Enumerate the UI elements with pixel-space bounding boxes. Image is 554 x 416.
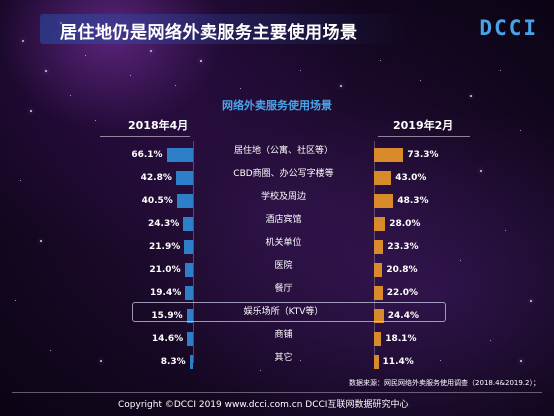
value-label-2019: 18.1%	[385, 334, 417, 344]
category-label: 居住地（公寓、社区等）	[233, 146, 333, 156]
star-decoration	[175, 85, 176, 86]
value-label-2019: 24.4%	[387, 311, 419, 321]
star-decoration	[30, 110, 32, 112]
value-label-2018: 21.9%	[149, 242, 181, 252]
star-decoration	[520, 130, 521, 131]
star-decoration	[340, 85, 342, 87]
category-label: 学校及周边	[260, 192, 306, 202]
value-label-2018: 21.0%	[149, 265, 181, 275]
header-rule	[100, 136, 470, 137]
bar-2019	[374, 332, 382, 346]
value-label-2018: 40.5%	[141, 196, 173, 206]
bar-2018	[189, 355, 193, 369]
value-label-2019: 28.0%	[389, 219, 421, 229]
highlight-box	[132, 302, 446, 322]
star-decoration	[470, 95, 472, 97]
star-decoration	[20, 180, 21, 181]
star-decoration	[15, 300, 16, 301]
value-label-2018: 24.3%	[148, 219, 180, 229]
bar-2018	[185, 286, 193, 300]
star-decoration	[400, 340, 401, 341]
star-decoration	[100, 360, 102, 362]
series-label-2018: 2018年4月	[128, 119, 189, 132]
bar-2019	[374, 240, 384, 254]
page-title: 居住地仍是网络外卖服务主要使用场景	[60, 23, 358, 43]
star-decoration	[150, 50, 152, 52]
category-label: 餐厅	[274, 284, 293, 294]
value-label-2019: 43.0%	[395, 173, 427, 183]
title-bar	[40, 14, 410, 44]
bar-2018	[183, 217, 193, 231]
value-label-2018: 19.4%	[150, 288, 182, 298]
series-label-2019: 2019年2月	[393, 119, 454, 132]
star-decoration	[300, 360, 301, 361]
bar-2019	[374, 309, 384, 323]
left-axis-line	[193, 141, 194, 363]
bar-2018	[166, 148, 193, 162]
bar-2019	[374, 217, 386, 231]
value-label-2019: 23.3%	[387, 242, 419, 252]
category-label: CBD商圈、办公写字楼等	[233, 169, 334, 179]
star-decoration	[490, 340, 491, 341]
category-label: 商铺	[274, 330, 293, 340]
category-label: 娱乐场所（KTV等）	[243, 307, 324, 317]
category-label: 医院	[274, 261, 293, 271]
star-decoration	[22, 40, 24, 42]
star-decoration	[380, 60, 381, 61]
dcci-logo: DCCI	[479, 16, 538, 40]
bar-2018	[184, 263, 193, 277]
value-label-2019: 11.4%	[382, 357, 414, 367]
category-label: 酒店宾馆	[265, 215, 302, 225]
bar-2018	[175, 171, 193, 185]
category-label: 其它	[274, 353, 293, 363]
footer-rule	[12, 392, 542, 393]
bar-2018	[184, 240, 193, 254]
bar-2019	[374, 148, 404, 162]
bar-2019	[374, 286, 383, 300]
value-label-2019: 22.0%	[386, 288, 419, 298]
star-decoration	[85, 55, 86, 56]
star-decoration	[95, 120, 96, 121]
star-decoration	[50, 350, 51, 351]
chart-title: 网络外卖服务使用场景	[222, 99, 332, 112]
value-label-2019: 73.3%	[407, 150, 439, 160]
star-decoration	[505, 230, 506, 231]
star-decoration	[480, 170, 482, 172]
bar-2019	[374, 194, 394, 208]
star-decoration	[130, 75, 131, 76]
bar-2019	[374, 263, 383, 277]
bar-2018	[186, 309, 193, 323]
copyright: Copyright ©DCCI 2019 www.dcci.com.cn DCC…	[118, 400, 409, 410]
value-label-2018: 14.6%	[151, 334, 184, 344]
star-decoration	[440, 360, 441, 361]
value-label-2018: 15.9%	[151, 311, 183, 321]
star-decoration	[260, 370, 261, 371]
star-decoration	[460, 260, 461, 261]
value-label-2018: 66.1%	[131, 150, 163, 160]
star-decoration	[420, 80, 421, 81]
bar-2018	[176, 194, 193, 208]
star-decoration	[500, 70, 501, 71]
star-decoration	[45, 70, 47, 72]
star-decoration	[300, 70, 301, 71]
star-decoration	[40, 240, 42, 242]
bar-2018	[187, 332, 193, 346]
data-source: 数据来源：网民网络外卖服务使用调查（2018.4&2019.2）；	[349, 379, 540, 387]
star-decoration	[530, 300, 532, 302]
category-label: 机关单位	[265, 238, 302, 248]
value-label-2018: 8.3%	[160, 357, 186, 367]
star-decoration	[70, 95, 71, 96]
bar-2019	[374, 171, 392, 185]
bar-2019	[374, 355, 379, 369]
star-decoration	[200, 60, 202, 62]
star-decoration	[520, 360, 522, 362]
star-decoration	[240, 88, 241, 89]
value-label-2019: 48.3%	[397, 196, 429, 206]
value-label-2018: 42.8%	[140, 173, 172, 183]
value-label-2019: 20.8%	[386, 265, 418, 275]
